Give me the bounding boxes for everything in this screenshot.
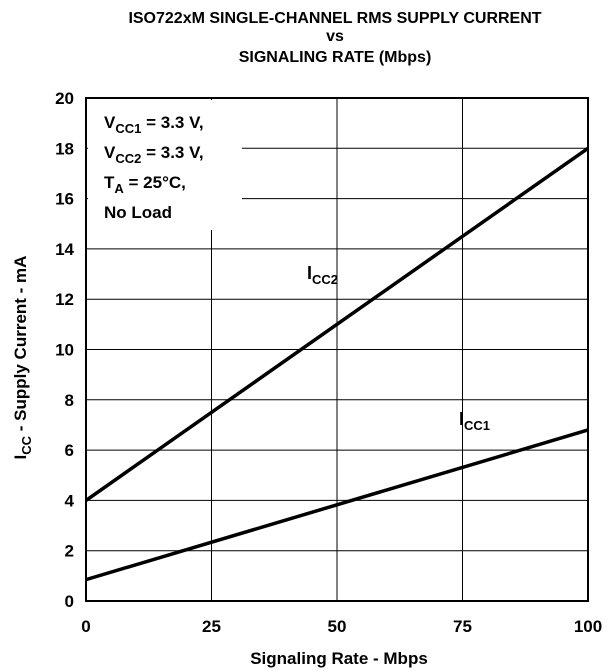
series: ICC2 ICC1 — [84, 146, 590, 582]
x-tick-label: 100 — [574, 617, 602, 636]
y-tick-label: 12 — [55, 290, 74, 309]
y-tick-label: 18 — [55, 139, 74, 158]
y-tick-label: 8 — [65, 391, 74, 410]
annotation-line-2: VCC2 = 3.3 V, — [104, 143, 204, 166]
annotation-line-4: No Load — [104, 203, 172, 222]
y-tick-label: 4 — [65, 491, 75, 510]
y-tick-label: 10 — [55, 341, 74, 360]
y-axis-label-text: ICC - Supply Current - mA — [11, 256, 34, 460]
series-label-icc1: ICC1 — [459, 409, 490, 433]
chart-title-line-3: SIGNALING RATE (Mbps) — [239, 49, 432, 66]
y-tick-label: 14 — [55, 240, 74, 259]
y-tick-label: 20 — [55, 89, 74, 108]
plot-frame — [85, 97, 589, 602]
x-tick-label: 50 — [328, 617, 347, 636]
series-line-icc1 — [85, 428, 589, 582]
x-tick-label: 75 — [453, 617, 472, 636]
y-tick-label: 16 — [55, 190, 74, 209]
conditions-annotation: VCC1 = 3.3 V, VCC2 = 3.3 V, TA = 25°C, No L… — [88, 100, 242, 230]
annotation-background — [88, 100, 242, 230]
y-tick-label: 0 — [65, 592, 74, 611]
y-axis-ticks: 0 2 4 6 8 10 12 14 16 18 20 — [55, 89, 74, 611]
series-line-icc2 — [84, 146, 590, 502]
annotation-line-1: VCC1 = 3.3 V, — [104, 113, 204, 136]
chart-title: ISO722xM SINGLE-CHANNEL RMS SUPPLY CURRE… — [128, 10, 541, 66]
x-tick-label: 0 — [81, 617, 90, 636]
y-tick-label: 6 — [65, 441, 74, 460]
x-tick-label: 25 — [202, 617, 221, 636]
x-axis-label: Signaling Rate - Mbps — [250, 649, 428, 668]
series-label-icc2: ICC2 — [307, 263, 338, 287]
chart-title-line-1: ISO722xM SINGLE-CHANNEL RMS SUPPLY CURRE… — [128, 10, 541, 27]
y-axis-label: ICC - Supply Current - mA — [11, 256, 34, 460]
x-axis-ticks: 0 25 50 75 100 — [81, 617, 602, 636]
annotation-line-3: TA = 25°C, — [104, 173, 186, 196]
y-tick-label: 2 — [65, 542, 74, 561]
chart-title-line-2: vs — [326, 28, 344, 45]
